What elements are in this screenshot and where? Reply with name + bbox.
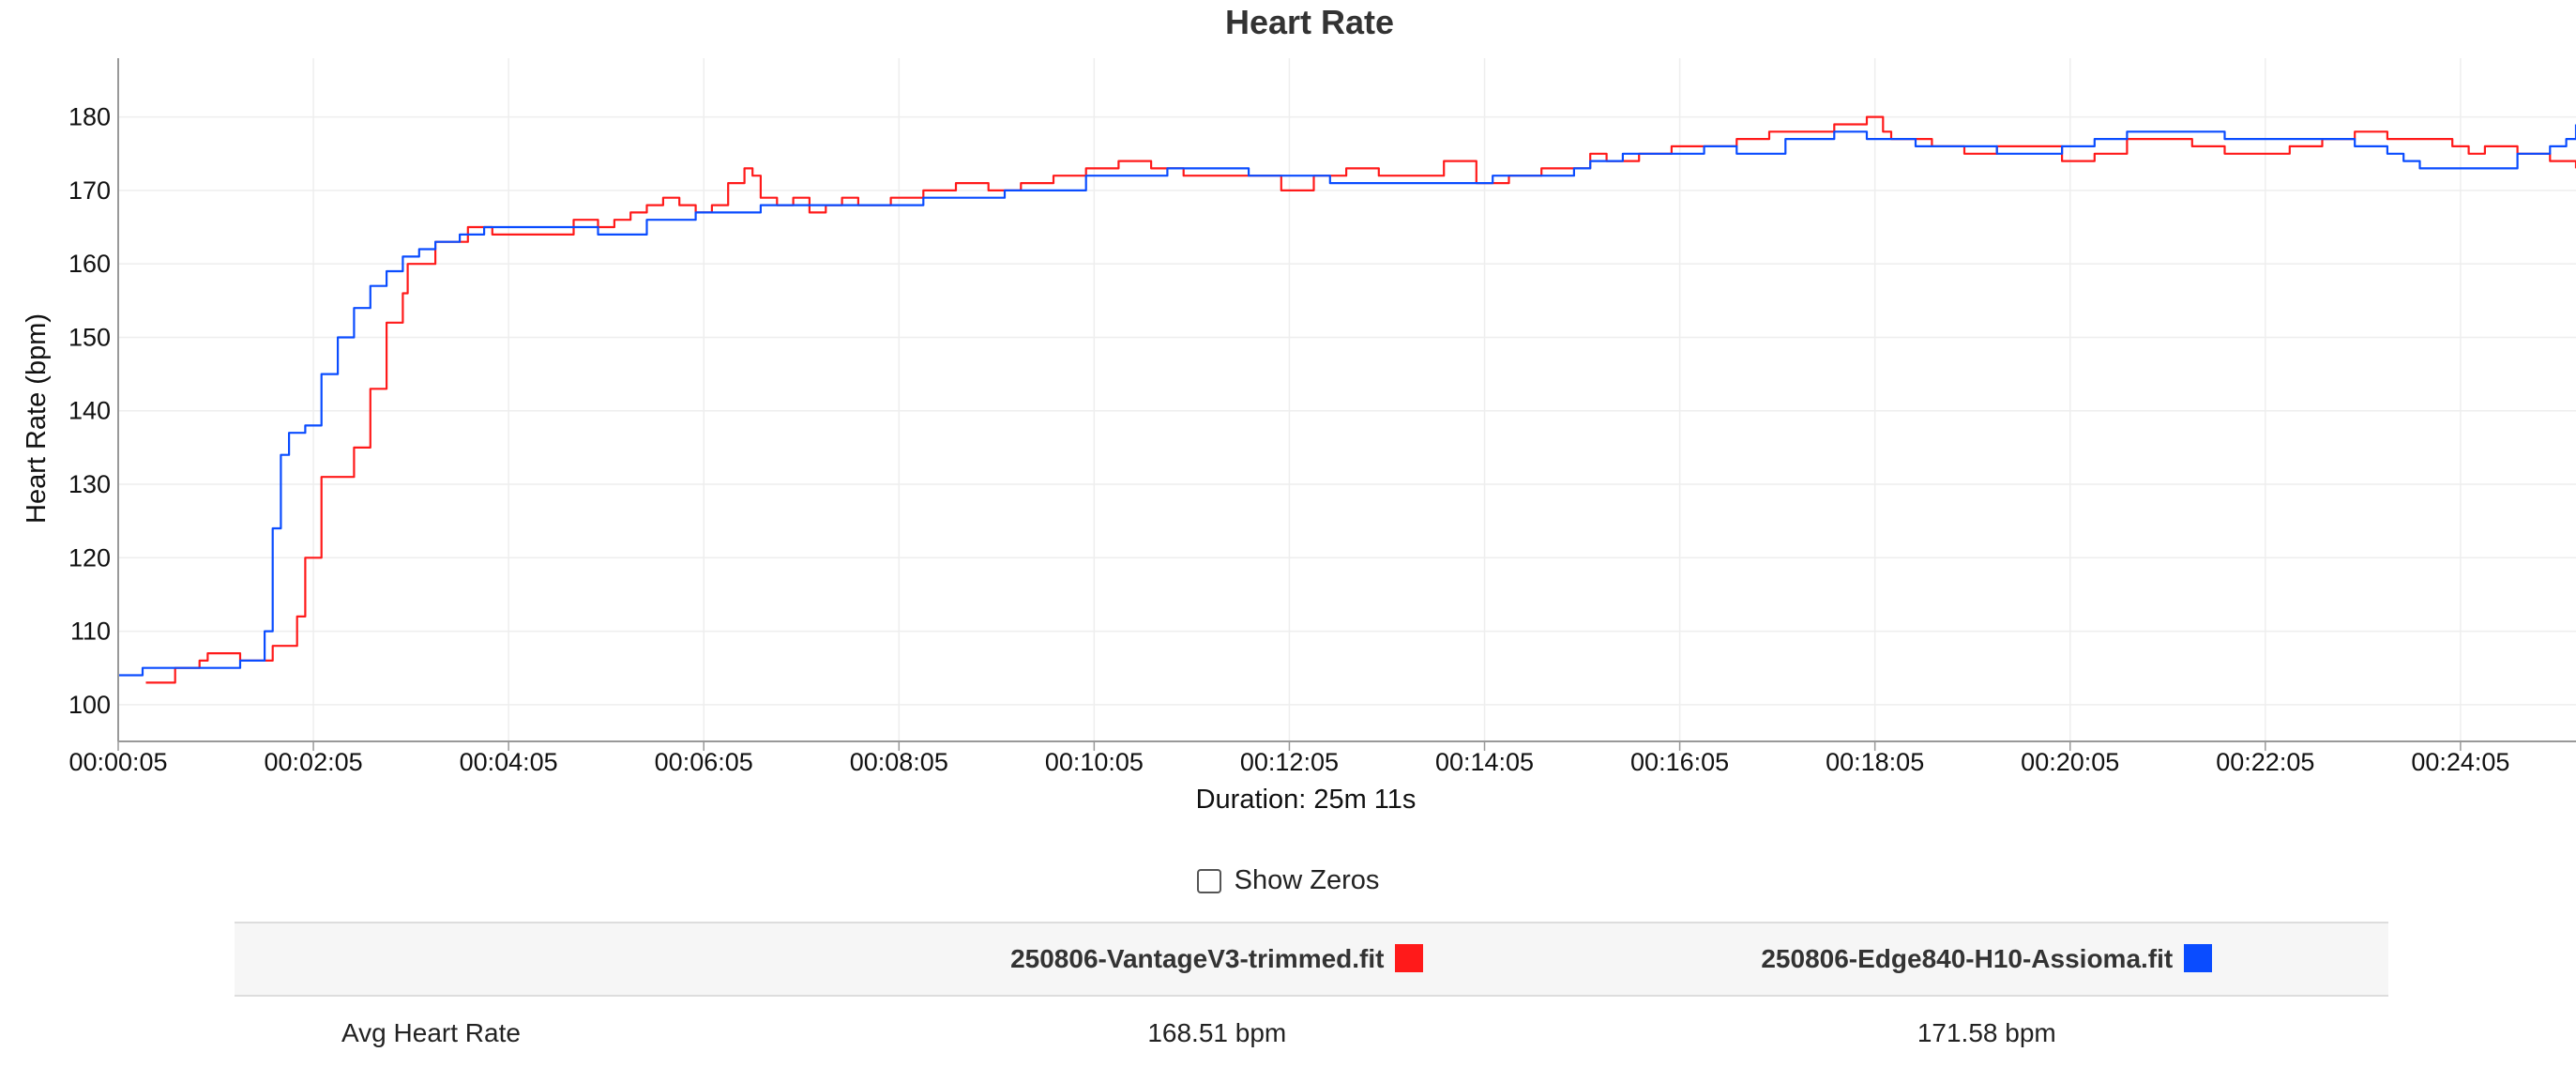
y-tick-label: 170 bbox=[68, 176, 111, 205]
x-tick-label: 00:22:05 bbox=[2216, 748, 2314, 776]
stats-table: 250806-VantageV3-trimmed.fit 250806-Edge… bbox=[235, 922, 2388, 1070]
x-axis-label: Duration: 25m 11s bbox=[1196, 785, 1417, 815]
x-tick-label: 00:00:05 bbox=[68, 748, 167, 776]
stats-header-file2: 250806-Edge840-H10-Assioma.fit bbox=[1584, 922, 2388, 997]
chart-title: Heart Rate bbox=[1225, 3, 1394, 41]
metric-value-file1: 168.51 bpm bbox=[1147, 1018, 1287, 1047]
x-tick-label: 00:18:05 bbox=[1826, 748, 1924, 776]
x-tick-label: 00:24:05 bbox=[2411, 748, 2509, 776]
y-tick-label: 130 bbox=[68, 470, 111, 498]
x-tick-label: 00:02:05 bbox=[265, 748, 363, 776]
y-tick-label: 140 bbox=[68, 397, 111, 425]
chart-controls: Show Zeros bbox=[0, 865, 2576, 901]
x-tick-label: 00:10:05 bbox=[1045, 748, 1144, 776]
x-axis-ticks: 00:00:05 00:02:05 00:04:05 00:06:05 00:08:05… bbox=[68, 741, 2509, 776]
grid-lines bbox=[118, 58, 2576, 741]
file2-name: 250806-Edge840-H10-Assioma.fit bbox=[1761, 944, 2174, 973]
metric-value-file2: 171.58 bpm bbox=[1917, 1018, 2056, 1047]
x-tick-label: 00:20:05 bbox=[2021, 748, 2119, 776]
series-line-1 bbox=[145, 115, 2576, 684]
file1-color-swatch bbox=[1395, 944, 1424, 972]
x-tick-label: 00:04:05 bbox=[460, 748, 558, 776]
stats-header-row: 250806-VantageV3-trimmed.fit 250806-Edge… bbox=[235, 922, 2388, 997]
stats-header-file1: 250806-VantageV3-trimmed.fit bbox=[849, 922, 1585, 997]
stats-header-metric bbox=[235, 922, 849, 997]
y-tick-label: 110 bbox=[70, 618, 111, 646]
show-zeros-checkbox[interactable] bbox=[1196, 868, 1221, 893]
x-tick-label: 00:16:05 bbox=[1630, 748, 1729, 776]
axes bbox=[117, 58, 2576, 742]
y-tick-label: 160 bbox=[68, 250, 111, 278]
series-line-2 bbox=[118, 124, 2576, 677]
y-tick-label: 120 bbox=[68, 543, 111, 572]
y-tick-label: 100 bbox=[68, 691, 111, 719]
x-tick-label: 00:08:05 bbox=[850, 748, 948, 776]
x-tick-label: 00:06:05 bbox=[655, 748, 753, 776]
file2-color-swatch bbox=[2184, 944, 2213, 972]
y-tick-label: 150 bbox=[68, 323, 111, 351]
y-axis-ticks: 100 110 120 130 140 150 160 170 180 bbox=[68, 103, 111, 719]
x-tick-label: 00:12:05 bbox=[1240, 748, 1339, 776]
show-zeros-label: Show Zeros bbox=[1234, 865, 1380, 895]
table-row: Avg Heart Rate 168.51 bpm 171.58 bpm bbox=[235, 996, 2388, 1070]
y-axis-label: Heart Rate (bpm) bbox=[22, 313, 52, 524]
series-layer bbox=[118, 115, 2576, 684]
heart-rate-chart: Heart Rate 100 110 120 130 140 150 160 170 180 0… bbox=[22, 3, 2576, 815]
metric-name: Avg Heart Rate bbox=[341, 1018, 521, 1047]
y-tick-label: 180 bbox=[68, 103, 111, 131]
x-tick-label: 00:14:05 bbox=[1435, 748, 1534, 776]
file1-name: 250806-VantageV3-trimmed.fit bbox=[1010, 944, 1385, 973]
show-zeros-toggle[interactable]: Show Zeros bbox=[1196, 865, 1380, 896]
